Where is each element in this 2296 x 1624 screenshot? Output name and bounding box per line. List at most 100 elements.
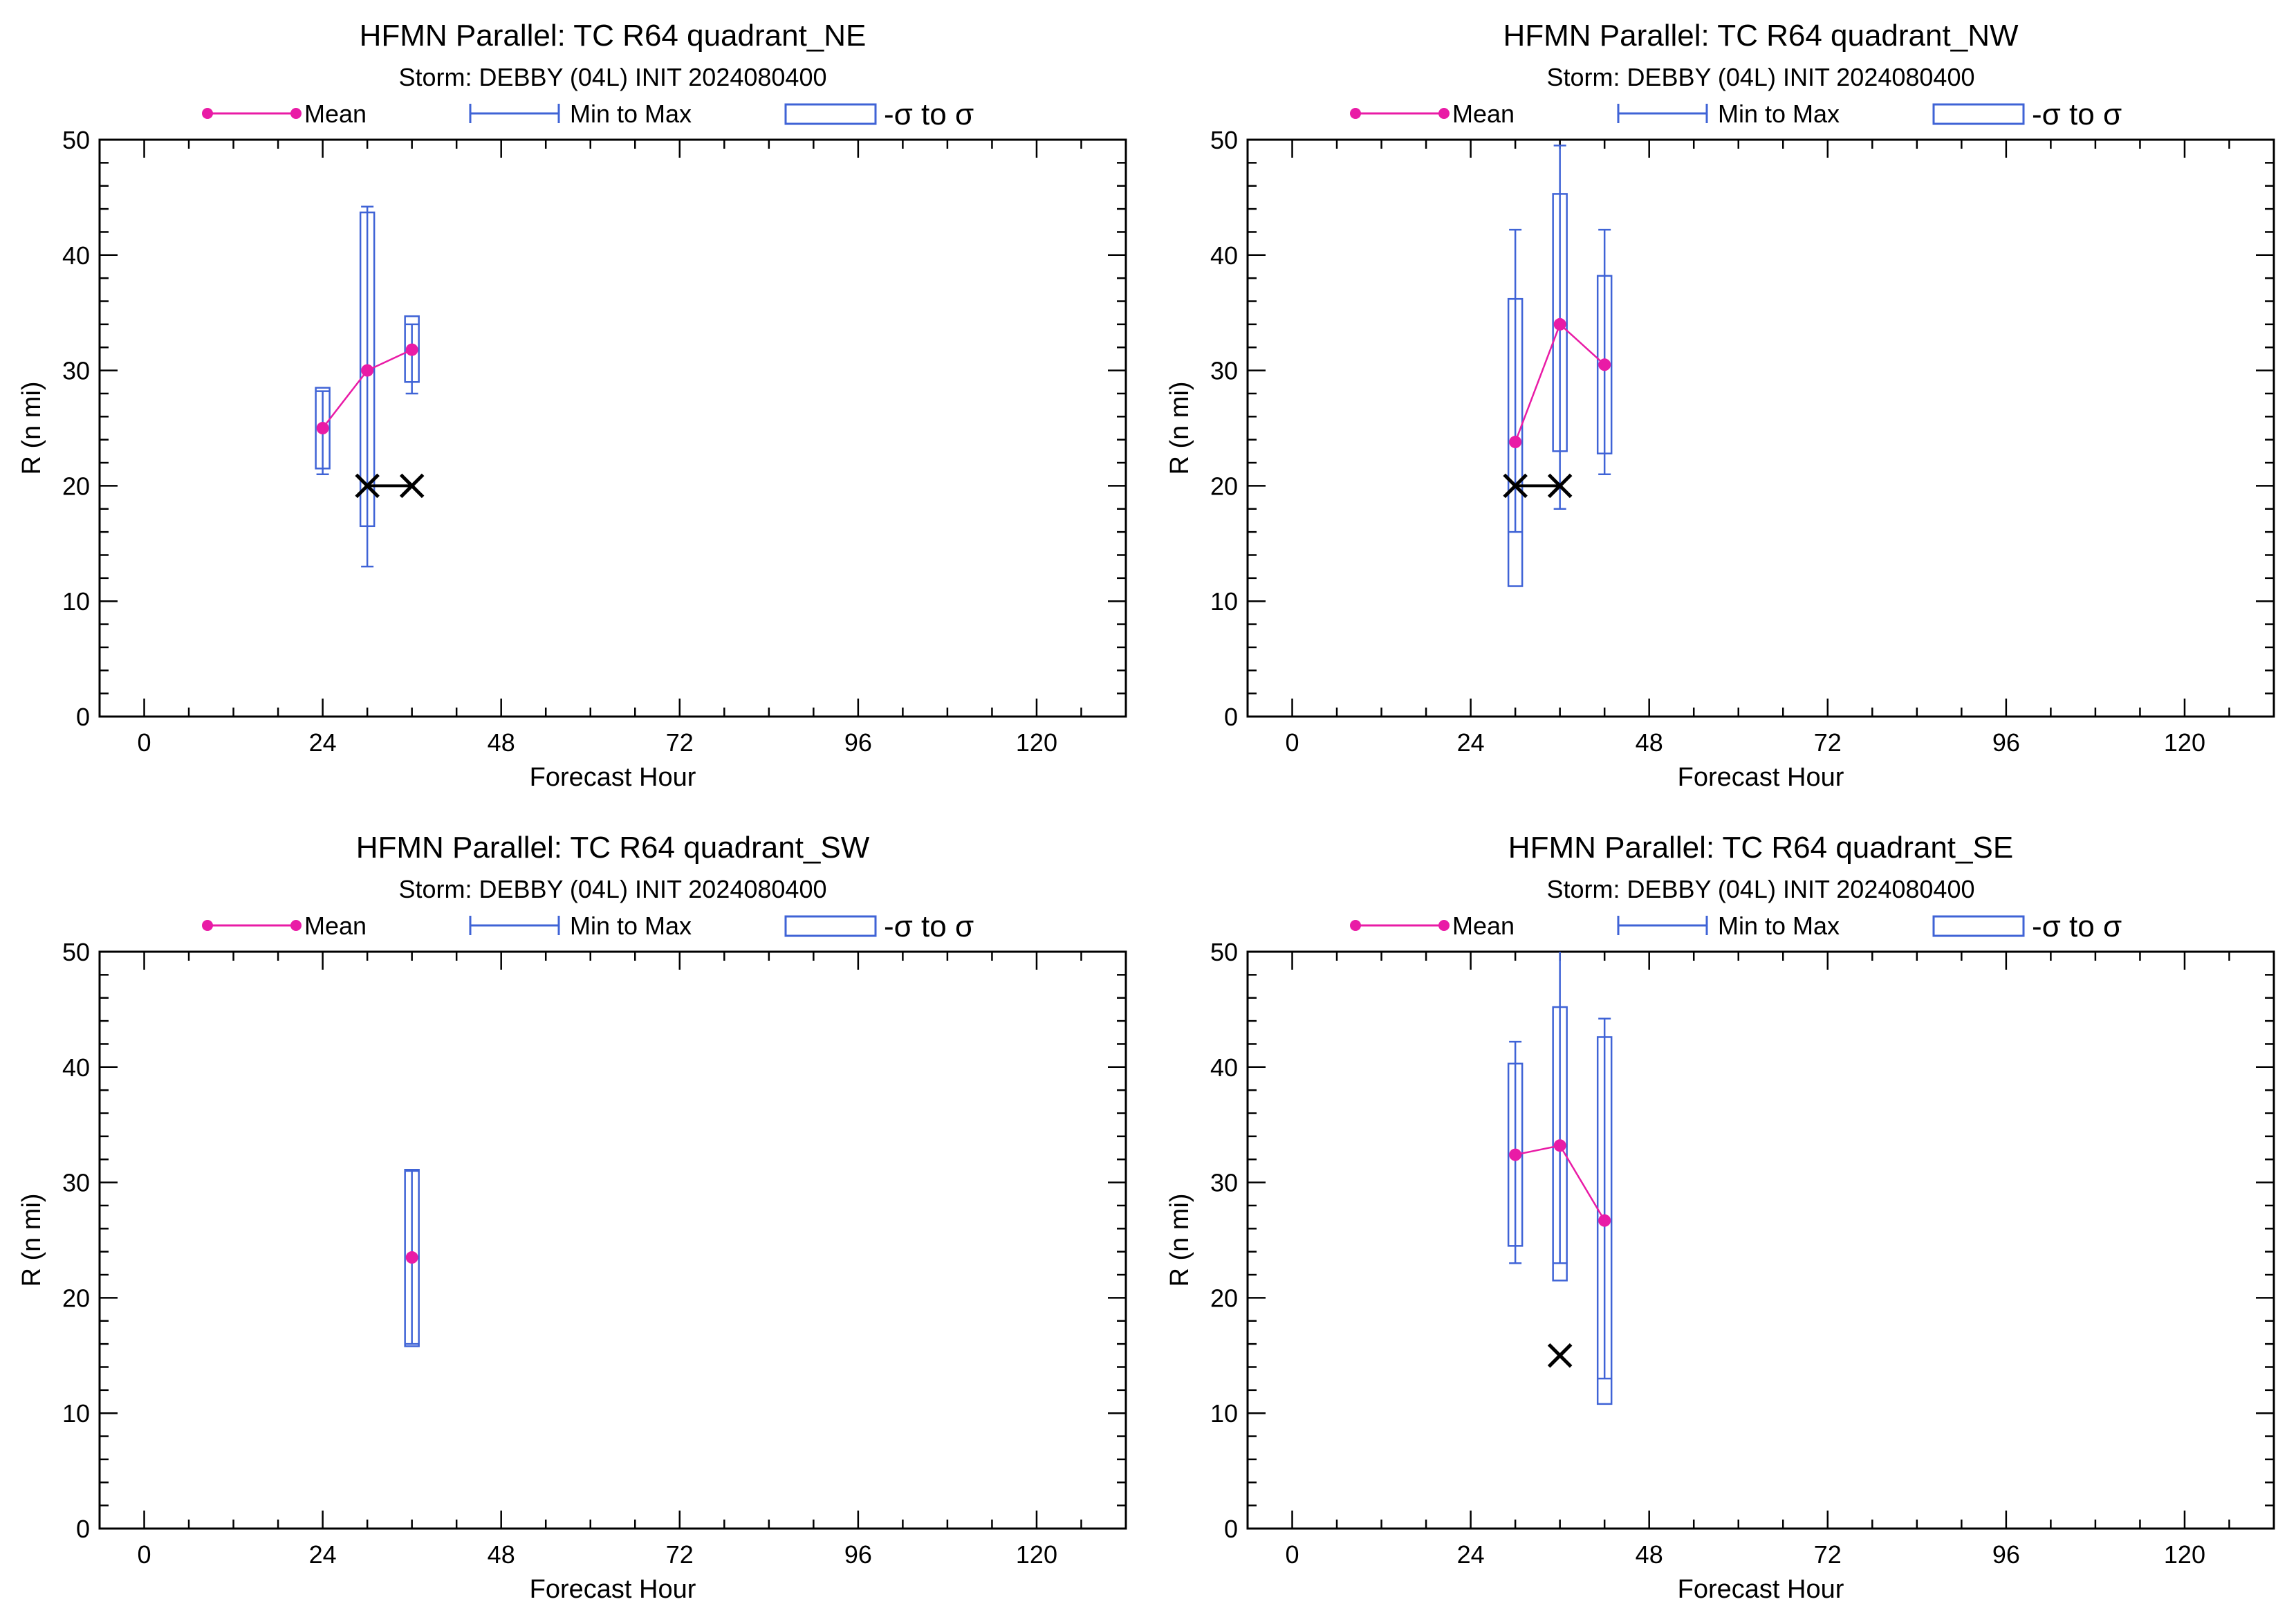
mean-point bbox=[316, 422, 329, 434]
legend-mean-marker bbox=[1438, 920, 1450, 931]
y-tick-label: 0 bbox=[1224, 703, 1238, 731]
legend-range-label: Min to Max bbox=[570, 100, 692, 128]
x-tick-label: 0 bbox=[1286, 1540, 1299, 1569]
chart-subtitle: Storm: DEBBY (04L) INIT 2024080400 bbox=[398, 875, 826, 903]
x-tick-label: 96 bbox=[844, 728, 872, 757]
y-tick-label: 50 bbox=[62, 938, 90, 966]
legend-mean-marker bbox=[202, 108, 213, 119]
x-tick-label: 72 bbox=[1814, 1540, 1842, 1569]
y-tick-label: 20 bbox=[1210, 472, 1238, 500]
y-tick-label: 20 bbox=[62, 472, 90, 500]
legend-mean-marker bbox=[1350, 108, 1361, 119]
chart-title: HFMN Parallel: TC R64 quadrant_NE bbox=[360, 19, 867, 53]
x-tick-label: 96 bbox=[1992, 728, 2020, 757]
chart-subtitle: Storm: DEBBY (04L) INIT 2024080400 bbox=[398, 63, 826, 91]
observed-marker bbox=[399, 473, 425, 499]
plot-area-frame bbox=[98, 950, 1127, 1530]
legend-mean-marker bbox=[290, 108, 302, 119]
y-tick-label: 10 bbox=[62, 587, 90, 616]
observed-marker bbox=[1503, 473, 1528, 499]
x-tick-label: 0 bbox=[138, 1540, 151, 1569]
y-axis-label: R (n mi) bbox=[17, 381, 46, 474]
x-axis-label: Forecast Hour bbox=[1678, 763, 1844, 792]
y-tick-label: 40 bbox=[1210, 241, 1238, 270]
mean-point bbox=[1553, 317, 1566, 331]
data-layer bbox=[315, 205, 425, 568]
x-tick-label: 72 bbox=[666, 728, 694, 757]
legend-mean-marker bbox=[1350, 920, 1361, 931]
x-tick-label: 120 bbox=[1016, 728, 1057, 757]
legend-mean-marker bbox=[290, 920, 302, 931]
mean-point bbox=[1509, 1148, 1522, 1161]
legend: Mean Min to Max -σ to σ bbox=[202, 910, 974, 943]
x-tick-label: 48 bbox=[488, 728, 515, 757]
y-tick-label: 30 bbox=[1210, 1169, 1238, 1197]
plot-area-frame bbox=[1246, 138, 2275, 718]
legend-mean-marker bbox=[1438, 108, 1450, 119]
y-tick-label: 50 bbox=[1210, 126, 1238, 154]
y-tick-label: 40 bbox=[62, 1053, 90, 1082]
observed-marker bbox=[355, 473, 380, 499]
x-axis-label: Forecast Hour bbox=[530, 763, 696, 792]
panel-quadrant-sw: HFMN Parallel: TC R64 quadrant_SW Storm: … bbox=[17, 831, 1127, 1604]
legend-mean-label: Mean bbox=[304, 100, 367, 128]
legend-sigma-box bbox=[784, 103, 877, 125]
mean-point bbox=[1598, 358, 1611, 371]
legend: Mean Min to Max -σ to σ bbox=[1350, 910, 2122, 943]
y-tick-label: 10 bbox=[1210, 1399, 1238, 1428]
x-tick-label: 0 bbox=[1286, 728, 1299, 757]
y-tick-label: 50 bbox=[1210, 938, 1238, 966]
x-tick-label: 48 bbox=[488, 1540, 515, 1569]
legend: Mean Min to Max -σ to σ bbox=[1350, 98, 2122, 131]
mean-point bbox=[1509, 436, 1522, 449]
y-tick-label: 40 bbox=[62, 241, 90, 270]
legend: Mean Min to Max -σ to σ bbox=[202, 98, 974, 131]
y-tick-label: 30 bbox=[1210, 357, 1238, 385]
legend-mean-label: Mean bbox=[304, 912, 367, 940]
x-tick-label: 72 bbox=[1814, 728, 1842, 757]
chart-title: HFMN Parallel: TC R64 quadrant_NW bbox=[1503, 19, 2019, 53]
y-axis-label: R (n mi) bbox=[17, 1193, 46, 1286]
y-tick-label: 30 bbox=[62, 1169, 90, 1197]
x-tick-label: 120 bbox=[1016, 1540, 1057, 1569]
legend-range-label: Min to Max bbox=[1718, 912, 1840, 940]
legend-sigma-box bbox=[1932, 915, 2025, 937]
x-tick-label: 72 bbox=[666, 1540, 694, 1569]
legend-mean-marker bbox=[202, 920, 213, 931]
legend-sigma-label: -σ to σ bbox=[2032, 98, 2122, 131]
y-tick-label: 30 bbox=[62, 357, 90, 385]
mean-point bbox=[405, 343, 418, 356]
legend-mean-label: Mean bbox=[1452, 912, 1515, 940]
sigma-box bbox=[404, 1169, 420, 1347]
x-tick-label: 120 bbox=[2164, 1540, 2205, 1569]
legend-sigma-box bbox=[784, 915, 877, 937]
y-tick-label: 50 bbox=[62, 126, 90, 154]
data-layer bbox=[1503, 145, 1613, 587]
x-tick-label: 48 bbox=[1636, 728, 1663, 757]
y-axis-label: R (n mi) bbox=[1165, 381, 1194, 474]
y-tick-label: 20 bbox=[62, 1284, 90, 1312]
x-tick-label: 0 bbox=[138, 728, 151, 757]
y-tick-label: 10 bbox=[62, 1399, 90, 1428]
x-tick-label: 48 bbox=[1636, 1540, 1663, 1569]
x-axis-label: Forecast Hour bbox=[1678, 1575, 1844, 1604]
legend-mean-label: Mean bbox=[1452, 100, 1515, 128]
x-tick-label: 24 bbox=[1457, 1540, 1485, 1569]
y-tick-label: 10 bbox=[1210, 587, 1238, 616]
legend-sigma-label: -σ to σ bbox=[2032, 910, 2122, 943]
panel-quadrant-se: HFMN Parallel: TC R64 quadrant_SE Storm: … bbox=[1165, 831, 2275, 1604]
y-tick-label: 40 bbox=[1210, 1053, 1238, 1082]
data-layer bbox=[404, 1169, 420, 1347]
legend-sigma-label: -σ to σ bbox=[884, 98, 974, 131]
y-tick-label: 0 bbox=[1224, 1515, 1238, 1543]
observed-marker bbox=[1547, 473, 1573, 499]
mean-point bbox=[405, 1251, 418, 1264]
plot-area-frame bbox=[98, 138, 1127, 718]
x-tick-label: 96 bbox=[1992, 1540, 2020, 1569]
chart-subtitle: Storm: DEBBY (04L) INIT 2024080400 bbox=[1546, 875, 1974, 903]
mean-point bbox=[1553, 1139, 1566, 1152]
mean-point bbox=[361, 364, 374, 377]
observed-marker bbox=[1547, 1343, 1573, 1368]
x-tick-label: 24 bbox=[1457, 728, 1485, 757]
